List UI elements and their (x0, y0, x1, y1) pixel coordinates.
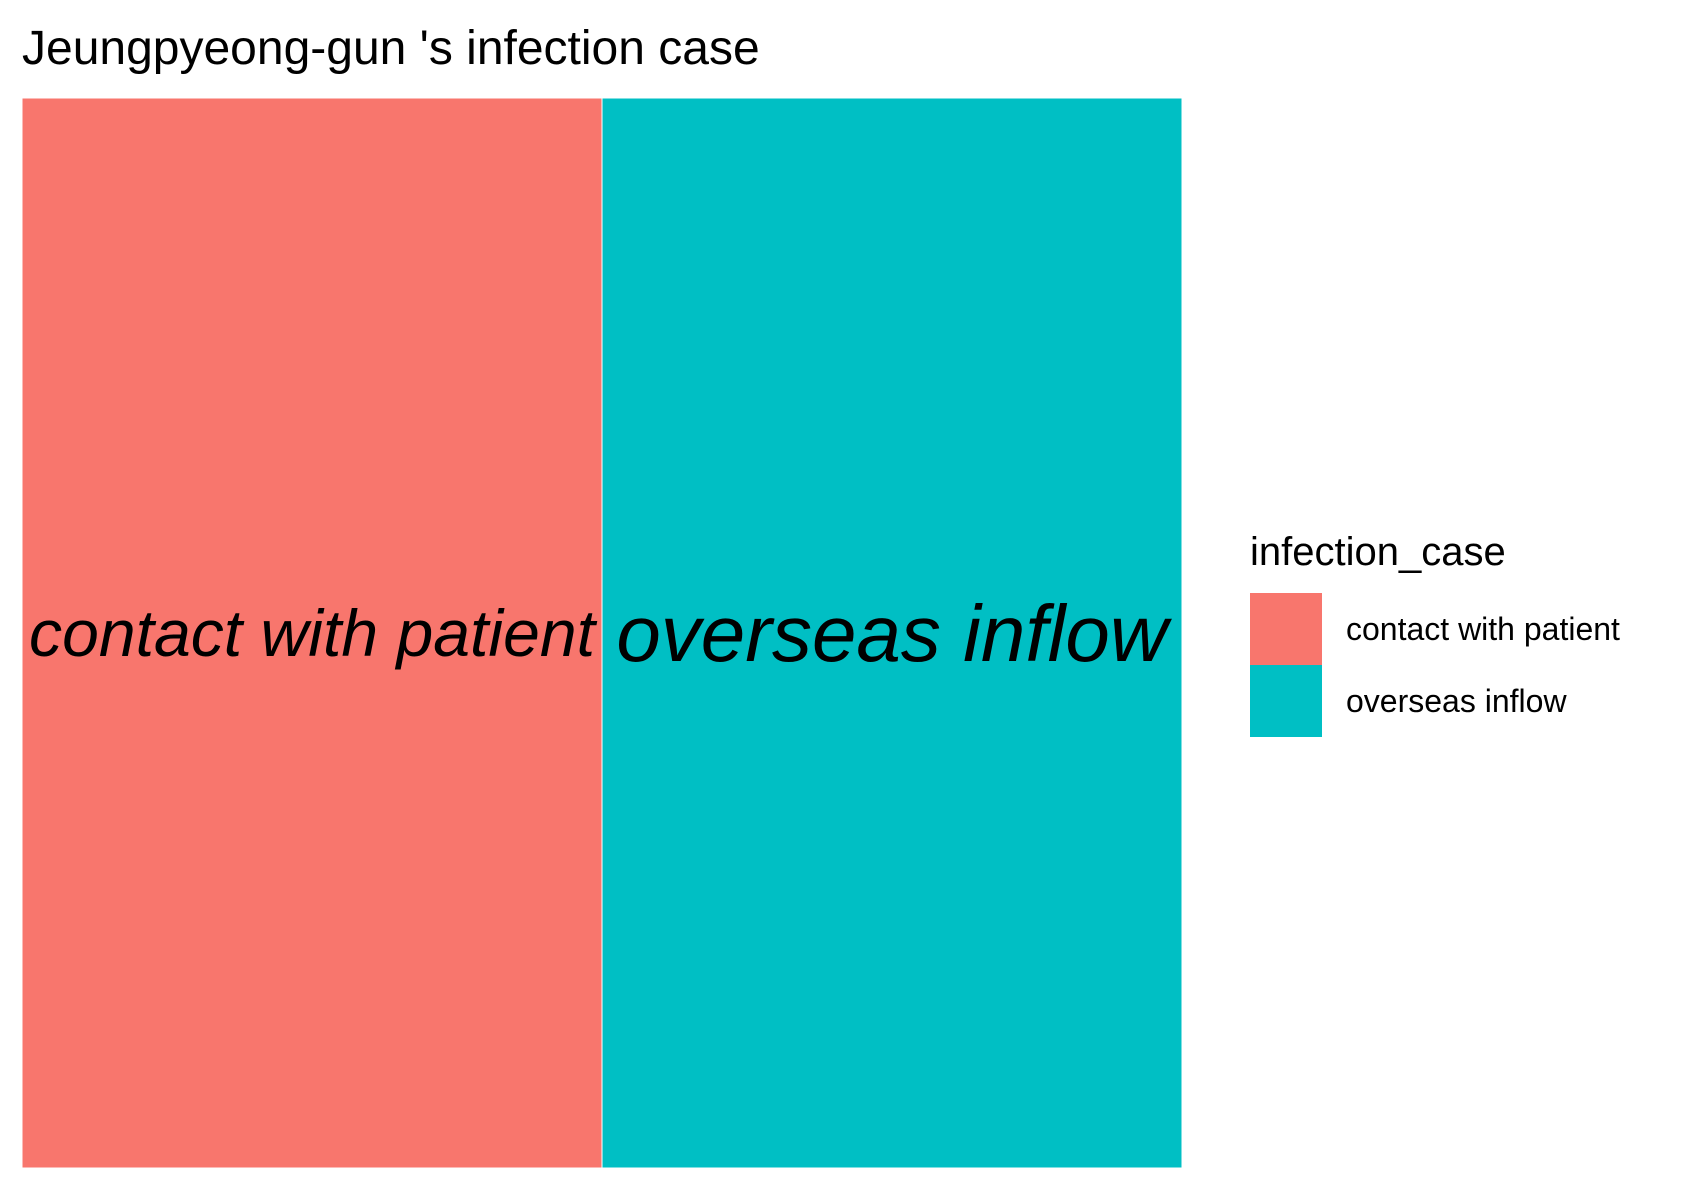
legend-key-contact-with-patient (1250, 593, 1322, 665)
tile-label-overseas-inflow: overseas inflow (616, 589, 1173, 678)
legend: infection_case contact with patient overs… (1250, 530, 1620, 737)
chart-title: Jeungpyeong-gun 's infection case (22, 22, 760, 75)
legend-title: infection_case (1250, 530, 1506, 574)
legend-items: contact with patient overseas inflow (1250, 593, 1620, 737)
tile-label-contact-with-patient: contact with patient (29, 597, 598, 671)
legend-label-contact-with-patient: contact with patient (1346, 611, 1620, 647)
legend-key-overseas-inflow (1250, 665, 1322, 737)
tile-contact-with-patient (21, 97, 603, 1169)
tile-overseas-inflow (601, 97, 1183, 1169)
treemap-area: contact with patient overseas inflow (21, 97, 1183, 1169)
legend-label-overseas-inflow: overseas inflow (1346, 683, 1567, 719)
